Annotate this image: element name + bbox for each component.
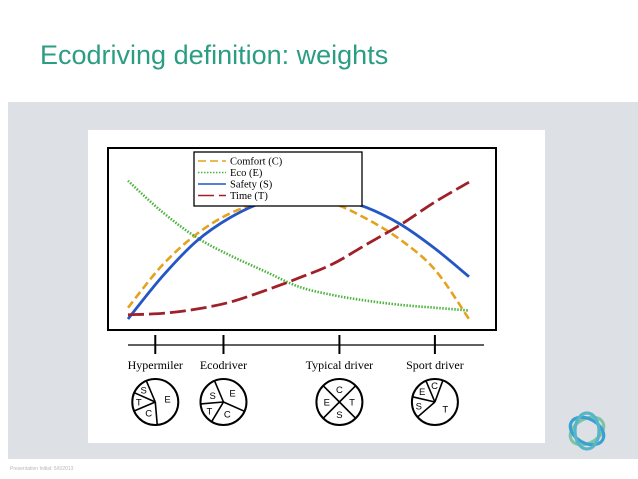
pie-divider-2-0: [322, 385, 340, 403]
pie-label-3-T: T: [442, 405, 448, 416]
pie-divider-1-2: [210, 401, 225, 423]
pie-divider-0-1: [154, 401, 159, 425]
slide-title: Ecodriving definition: weights: [40, 40, 389, 70]
pie-label-1-S: S: [209, 391, 215, 402]
driver-label-0: Hypermiler: [128, 358, 183, 372]
pie-divider-3-3: [412, 396, 436, 403]
weights-chart: Comfort (C)Eco (E)Safety (S)Time (T) Hype…: [107, 147, 497, 426]
pie-label-0-T: T: [136, 397, 142, 408]
pie-label-2-E: E: [324, 398, 330, 409]
pie-divider-1-0: [213, 380, 225, 403]
pie-label-2-C: C: [336, 385, 343, 396]
pie-label-1-T: T: [207, 406, 213, 417]
pie-divider-2-1: [338, 385, 357, 403]
driver-label-3: Sport driver: [406, 358, 464, 372]
driver-label-1: Ecodriver: [200, 358, 247, 372]
pie-divider-0-0: [145, 380, 157, 403]
pie-label-3-C: C: [431, 381, 438, 392]
series-line-safety: [126, 194, 470, 320]
legend-label-eco: Eco (E): [230, 168, 263, 179]
pie-divider-3-0: [425, 380, 436, 403]
pie-label-0-C: C: [145, 408, 152, 419]
legend-label-comfort: Comfort (C): [230, 157, 283, 168]
driver-pie-0: E CTS: [131, 378, 180, 426]
figure-panel: Comfort (C) Eco (E) Safety (S) Time (T) Hype…: [88, 130, 545, 443]
pie-label-1-E: E: [229, 389, 235, 400]
footer-text: Presentation Initial: 5/6/2013: [10, 466, 74, 472]
pie-divider-2-2: [338, 401, 357, 419]
pie-divider-3-2: [416, 401, 436, 418]
pie-divider-1-1: [223, 401, 245, 413]
series-line-time: [127, 180, 470, 317]
driver-pie-3: C T SE: [410, 378, 459, 426]
legend-label-time: Time (T): [230, 191, 268, 202]
series-line-eco: [127, 179, 470, 312]
driver-label-2: Typical driver: [306, 358, 373, 372]
company-logo-icon: [568, 411, 606, 451]
pie-divider-0-2: [133, 401, 156, 412]
plot-frame: [107, 147, 497, 331]
pie-label-0-E: E: [164, 394, 170, 405]
pie-label-0-S: S: [140, 386, 146, 397]
pie-label-2-S: S: [336, 410, 342, 421]
pie-divider-1-3: [200, 401, 224, 405]
pie-label-2-T: T: [349, 398, 355, 409]
legend-label-safety: Safety (S): [230, 180, 273, 191]
pie-divider-2-3: [322, 401, 340, 419]
pie-divider-0-3: [133, 391, 156, 403]
pie-label-3-E: E: [419, 387, 425, 398]
pie-label-3-S: S: [416, 401, 422, 412]
pie-label-1-C: C: [224, 410, 231, 421]
pie-divider-3-1: [434, 380, 444, 403]
